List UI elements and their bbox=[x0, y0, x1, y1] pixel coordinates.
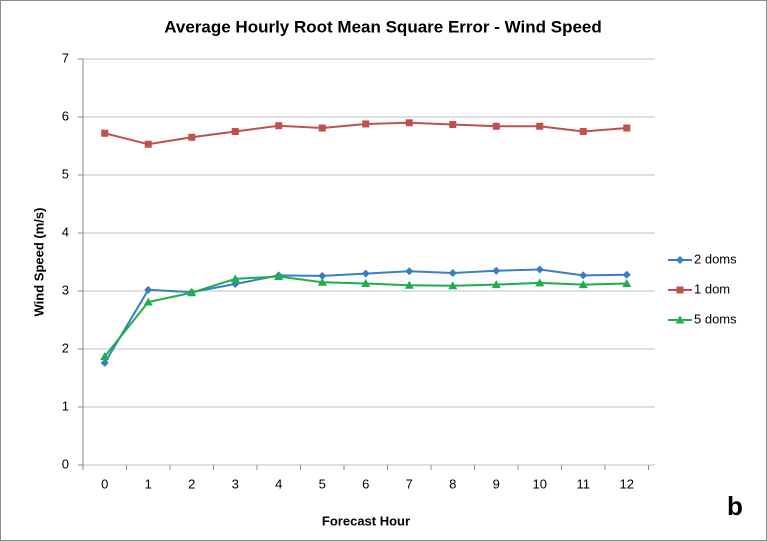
legend-label: 5 doms bbox=[694, 311, 737, 326]
data-point bbox=[492, 122, 500, 130]
x-tick-label: 8 bbox=[449, 476, 456, 491]
data-point bbox=[492, 266, 501, 275]
data-point bbox=[100, 358, 109, 367]
data-point bbox=[535, 265, 544, 274]
data-point bbox=[404, 280, 414, 289]
x-tick-label: 3 bbox=[232, 476, 239, 491]
legend-marker bbox=[676, 256, 684, 264]
data-point bbox=[622, 270, 631, 279]
y-tick-label: 6 bbox=[62, 108, 69, 123]
data-point bbox=[188, 133, 196, 141]
data-point bbox=[362, 120, 370, 128]
x-tick-label: 4 bbox=[275, 476, 282, 491]
x-tick-label: 6 bbox=[362, 476, 369, 491]
data-point bbox=[100, 352, 110, 361]
data-point bbox=[535, 278, 545, 287]
data-point bbox=[448, 281, 458, 290]
y-tick-label: 4 bbox=[62, 224, 69, 239]
data-point bbox=[579, 128, 587, 135]
data-point bbox=[318, 271, 327, 280]
data-point bbox=[231, 128, 239, 135]
data-point bbox=[536, 122, 544, 130]
data-point bbox=[144, 140, 152, 148]
x-tick-label: 10 bbox=[533, 476, 547, 491]
x-tick-label: 9 bbox=[493, 476, 500, 491]
y-tick-label: 3 bbox=[62, 282, 69, 297]
x-tick-label: 5 bbox=[319, 476, 326, 491]
x-tick-label: 1 bbox=[145, 476, 152, 491]
chart-title: Average Hourly Root Mean Square Error - … bbox=[164, 17, 602, 36]
data-point bbox=[230, 274, 240, 283]
x-tick-label: 7 bbox=[406, 476, 413, 491]
data-point bbox=[579, 271, 588, 280]
legend-marker bbox=[675, 315, 685, 324]
data-point bbox=[623, 124, 631, 132]
data-point bbox=[101, 129, 109, 137]
y-tick-label: 2 bbox=[62, 340, 69, 355]
legend-label: 1 dom bbox=[694, 281, 730, 296]
y-axis-label: Wind Speed (m/s) bbox=[31, 208, 46, 317]
x-tick-label: 2 bbox=[188, 476, 195, 491]
data-point bbox=[448, 269, 457, 278]
data-point bbox=[187, 288, 197, 297]
data-point bbox=[449, 121, 457, 129]
data-point bbox=[361, 269, 370, 278]
data-point bbox=[275, 122, 283, 130]
data-point bbox=[405, 267, 414, 276]
legend-label: 2 doms bbox=[694, 251, 737, 266]
y-tick-label: 0 bbox=[62, 456, 69, 471]
data-point bbox=[143, 297, 153, 306]
legend-marker bbox=[676, 286, 684, 294]
data-point bbox=[318, 124, 326, 132]
x-tick-label: 11 bbox=[577, 476, 591, 491]
y-tick-label: 1 bbox=[62, 398, 69, 413]
x-axis-label: Forecast Hour bbox=[322, 513, 410, 528]
data-point bbox=[491, 280, 501, 289]
x-tick-label: 12 bbox=[620, 476, 634, 491]
y-tick-label: 7 bbox=[62, 50, 69, 65]
data-point bbox=[578, 280, 588, 289]
y-tick-label: 5 bbox=[62, 166, 69, 181]
data-point bbox=[622, 278, 632, 287]
data-point bbox=[405, 119, 413, 127]
x-tick-label: 0 bbox=[101, 476, 108, 491]
data-point bbox=[274, 272, 284, 280]
data-point bbox=[361, 278, 371, 287]
data-point bbox=[144, 285, 153, 294]
data-point bbox=[317, 277, 327, 286]
annotation: b bbox=[727, 491, 743, 521]
